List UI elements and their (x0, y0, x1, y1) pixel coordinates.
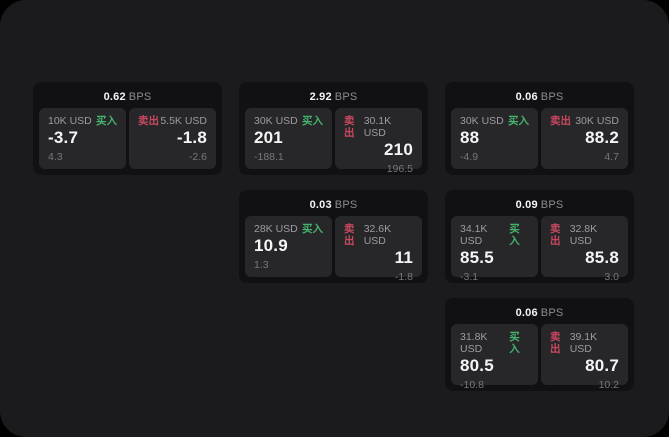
buy-size: 30K USD (254, 115, 298, 127)
buy-size: 28K USD (254, 223, 298, 235)
bps-value: 0.62 (103, 91, 126, 103)
sell-price: 80.7 (585, 356, 619, 375)
bps-header: 0.03 BPS (245, 196, 422, 214)
buy-price: -3.7 (48, 128, 79, 147)
sell-delta: 196.5 (386, 163, 413, 175)
buy-panel[interactable]: 30K USD 买入 201 -188.1 (245, 108, 332, 169)
sell-price: 11 (394, 248, 413, 267)
quote-card: 0.09 BPS 34.1K USD 买入 85.5 -3.1 卖出 32.8K … (445, 190, 634, 283)
sell-tag: 卖出 (550, 115, 571, 127)
buy-delta: -4.9 (460, 151, 479, 163)
buy-tag: 买入 (96, 115, 117, 127)
buy-price: 88 (460, 128, 480, 147)
bps-value: 0.06 (515, 307, 538, 319)
buy-price: 85.5 (460, 248, 494, 267)
sell-panel[interactable]: 卖出 30K USD 88.2 4.7 (541, 108, 628, 169)
buy-tag: 买入 (302, 115, 323, 127)
buy-panel[interactable]: 10K USD 买入 -3.7 4.3 (39, 108, 126, 169)
sell-price: 210 (384, 140, 413, 159)
sell-size: 5.5K USD (160, 115, 207, 127)
sell-delta: -2.6 (188, 151, 207, 163)
sell-delta: 4.7 (604, 151, 619, 163)
sell-panel[interactable]: 卖出 32.6K USD 11 -1.8 (335, 216, 422, 283)
sell-panel[interactable]: 卖出 5.5K USD -1.8 -2.6 (129, 108, 216, 169)
bps-suffix: BPS (540, 307, 564, 319)
sell-size: 32.8K USD (569, 223, 598, 247)
sell-size: 30K USD (575, 115, 619, 127)
quote-card: 2.92 BPS 30K USD 买入 201 -188.1 卖出 30.1K U… (239, 82, 428, 175)
sell-delta: 3.0 (604, 271, 619, 283)
bps-suffix: BPS (334, 91, 358, 103)
bps-value: 0.03 (309, 199, 332, 211)
buy-price: 80.5 (460, 356, 494, 375)
bps-header: 0.09 BPS (451, 196, 628, 214)
buy-tag: 买入 (509, 331, 520, 355)
buy-delta: -3.1 (460, 271, 479, 283)
sell-tag: 卖出 (344, 223, 355, 247)
sell-size: 30.1K USD (363, 115, 392, 139)
sell-size: 32.6K USD (363, 223, 392, 247)
sell-panel[interactable]: 卖出 32.8K USD 85.8 3.0 (541, 216, 628, 283)
sell-price: 88.2 (585, 128, 619, 147)
buy-delta: -10.8 (460, 379, 484, 391)
buy-delta: 1.3 (254, 259, 269, 271)
sell-tag: 卖出 (550, 223, 561, 247)
quote-card: 0.62 BPS 10K USD 买入 -3.7 4.3 卖出 5.5K USD … (33, 82, 222, 175)
sell-delta: -1.8 (394, 271, 413, 283)
sell-delta: 10.2 (598, 379, 619, 391)
buy-tag: 买入 (302, 223, 323, 235)
bps-value: 2.92 (309, 91, 332, 103)
bps-header: 0.62 BPS (39, 88, 216, 106)
sell-price: 85.8 (585, 248, 619, 267)
bps-suffix: BPS (128, 91, 152, 103)
sell-panel[interactable]: 卖出 30.1K USD 210 196.5 (335, 108, 422, 175)
bps-suffix: BPS (334, 199, 358, 211)
buy-delta: 4.3 (48, 151, 63, 163)
bps-value: 0.09 (515, 199, 538, 211)
buy-delta: -188.1 (254, 151, 284, 163)
bps-suffix: BPS (540, 91, 564, 103)
buy-size: 34.1K USD (460, 223, 488, 247)
bps-header: 0.06 BPS (451, 88, 628, 106)
buy-size: 31.8K USD (460, 331, 488, 355)
sell-tag: 卖出 (550, 331, 561, 355)
buy-panel[interactable]: 30K USD 买入 88 -4.9 (451, 108, 538, 169)
quote-card: 0.06 BPS 31.8K USD 买入 80.5 -10.8 卖出 39.1K… (445, 298, 634, 391)
bps-value: 0.06 (515, 91, 538, 103)
buy-size: 30K USD (460, 115, 504, 127)
bps-header: 0.06 BPS (451, 304, 628, 322)
buy-price: 10.9 (254, 236, 288, 255)
buy-panel[interactable]: 31.8K USD 买入 80.5 -10.8 (451, 324, 538, 391)
sell-size: 39.1K USD (569, 331, 598, 355)
buy-size: 10K USD (48, 115, 92, 127)
sell-tag: 卖出 (138, 115, 159, 127)
sell-price: -1.8 (176, 128, 207, 147)
bps-header: 2.92 BPS (245, 88, 422, 106)
quote-card: 0.06 BPS 30K USD 买入 88 -4.9 卖出 30K USD 88… (445, 82, 634, 175)
sell-tag: 卖出 (344, 115, 355, 139)
sell-panel[interactable]: 卖出 39.1K USD 80.7 10.2 (541, 324, 628, 391)
quote-card: 0.03 BPS 28K USD 买入 10.9 1.3 卖出 32.6K USD… (239, 190, 428, 283)
buy-price: 201 (254, 128, 283, 147)
buy-tag: 买入 (508, 115, 529, 127)
buy-panel[interactable]: 28K USD 买入 10.9 1.3 (245, 216, 332, 277)
buy-panel[interactable]: 34.1K USD 买入 85.5 -3.1 (451, 216, 538, 283)
bps-suffix: BPS (540, 199, 564, 211)
buy-tag: 买入 (509, 223, 520, 247)
